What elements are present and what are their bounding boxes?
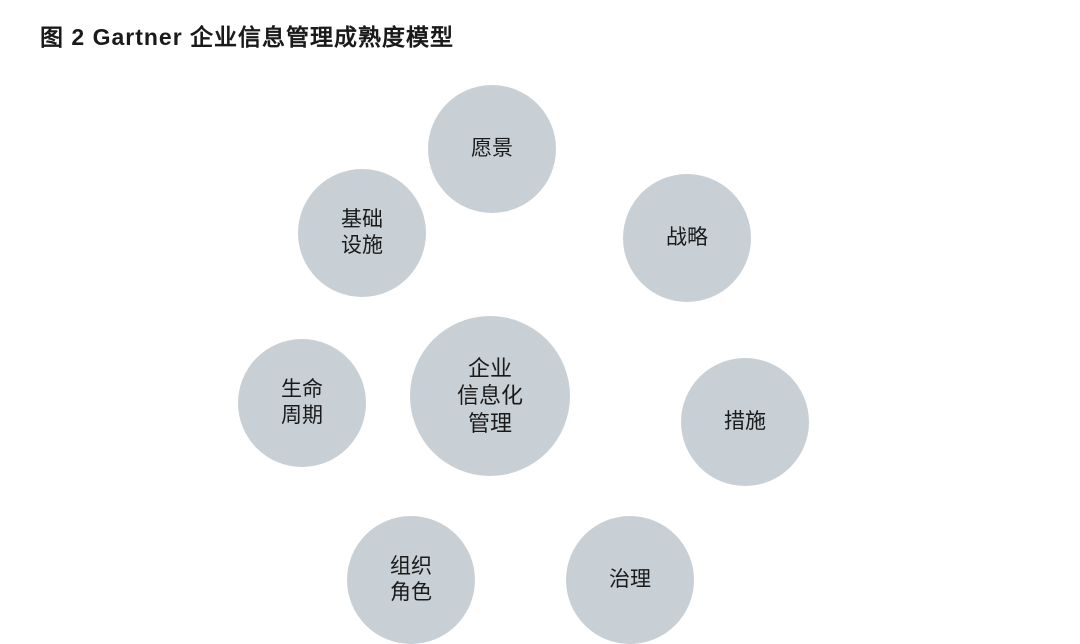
- outer-node-4: 组织 角色: [347, 516, 475, 644]
- outer-node-4-label: 组织 角色: [390, 554, 432, 607]
- outer-node-2-label: 措施: [724, 409, 766, 435]
- outer-node-6-label: 基础 设施: [341, 207, 383, 260]
- outer-node-5-label: 生命 周期: [281, 377, 323, 430]
- outer-node-5: 生命 周期: [238, 339, 366, 467]
- maturity-model-diagram: 企业 信息化 管理 愿景 战略 措施 治理 组织 角色 生命 周期 基础 设施: [0, 0, 1080, 643]
- outer-node-0: 愿景: [428, 85, 556, 213]
- outer-node-1: 战略: [623, 174, 751, 302]
- center-node-label: 企业 信息化 管理: [457, 355, 523, 438]
- outer-node-3-label: 治理: [609, 567, 651, 593]
- outer-node-6: 基础 设施: [298, 169, 426, 297]
- outer-node-0-label: 愿景: [471, 136, 513, 162]
- outer-node-2: 措施: [681, 358, 809, 486]
- center-node: 企业 信息化 管理: [410, 316, 570, 476]
- outer-node-3: 治理: [566, 516, 694, 644]
- outer-node-1-label: 战略: [666, 225, 708, 251]
